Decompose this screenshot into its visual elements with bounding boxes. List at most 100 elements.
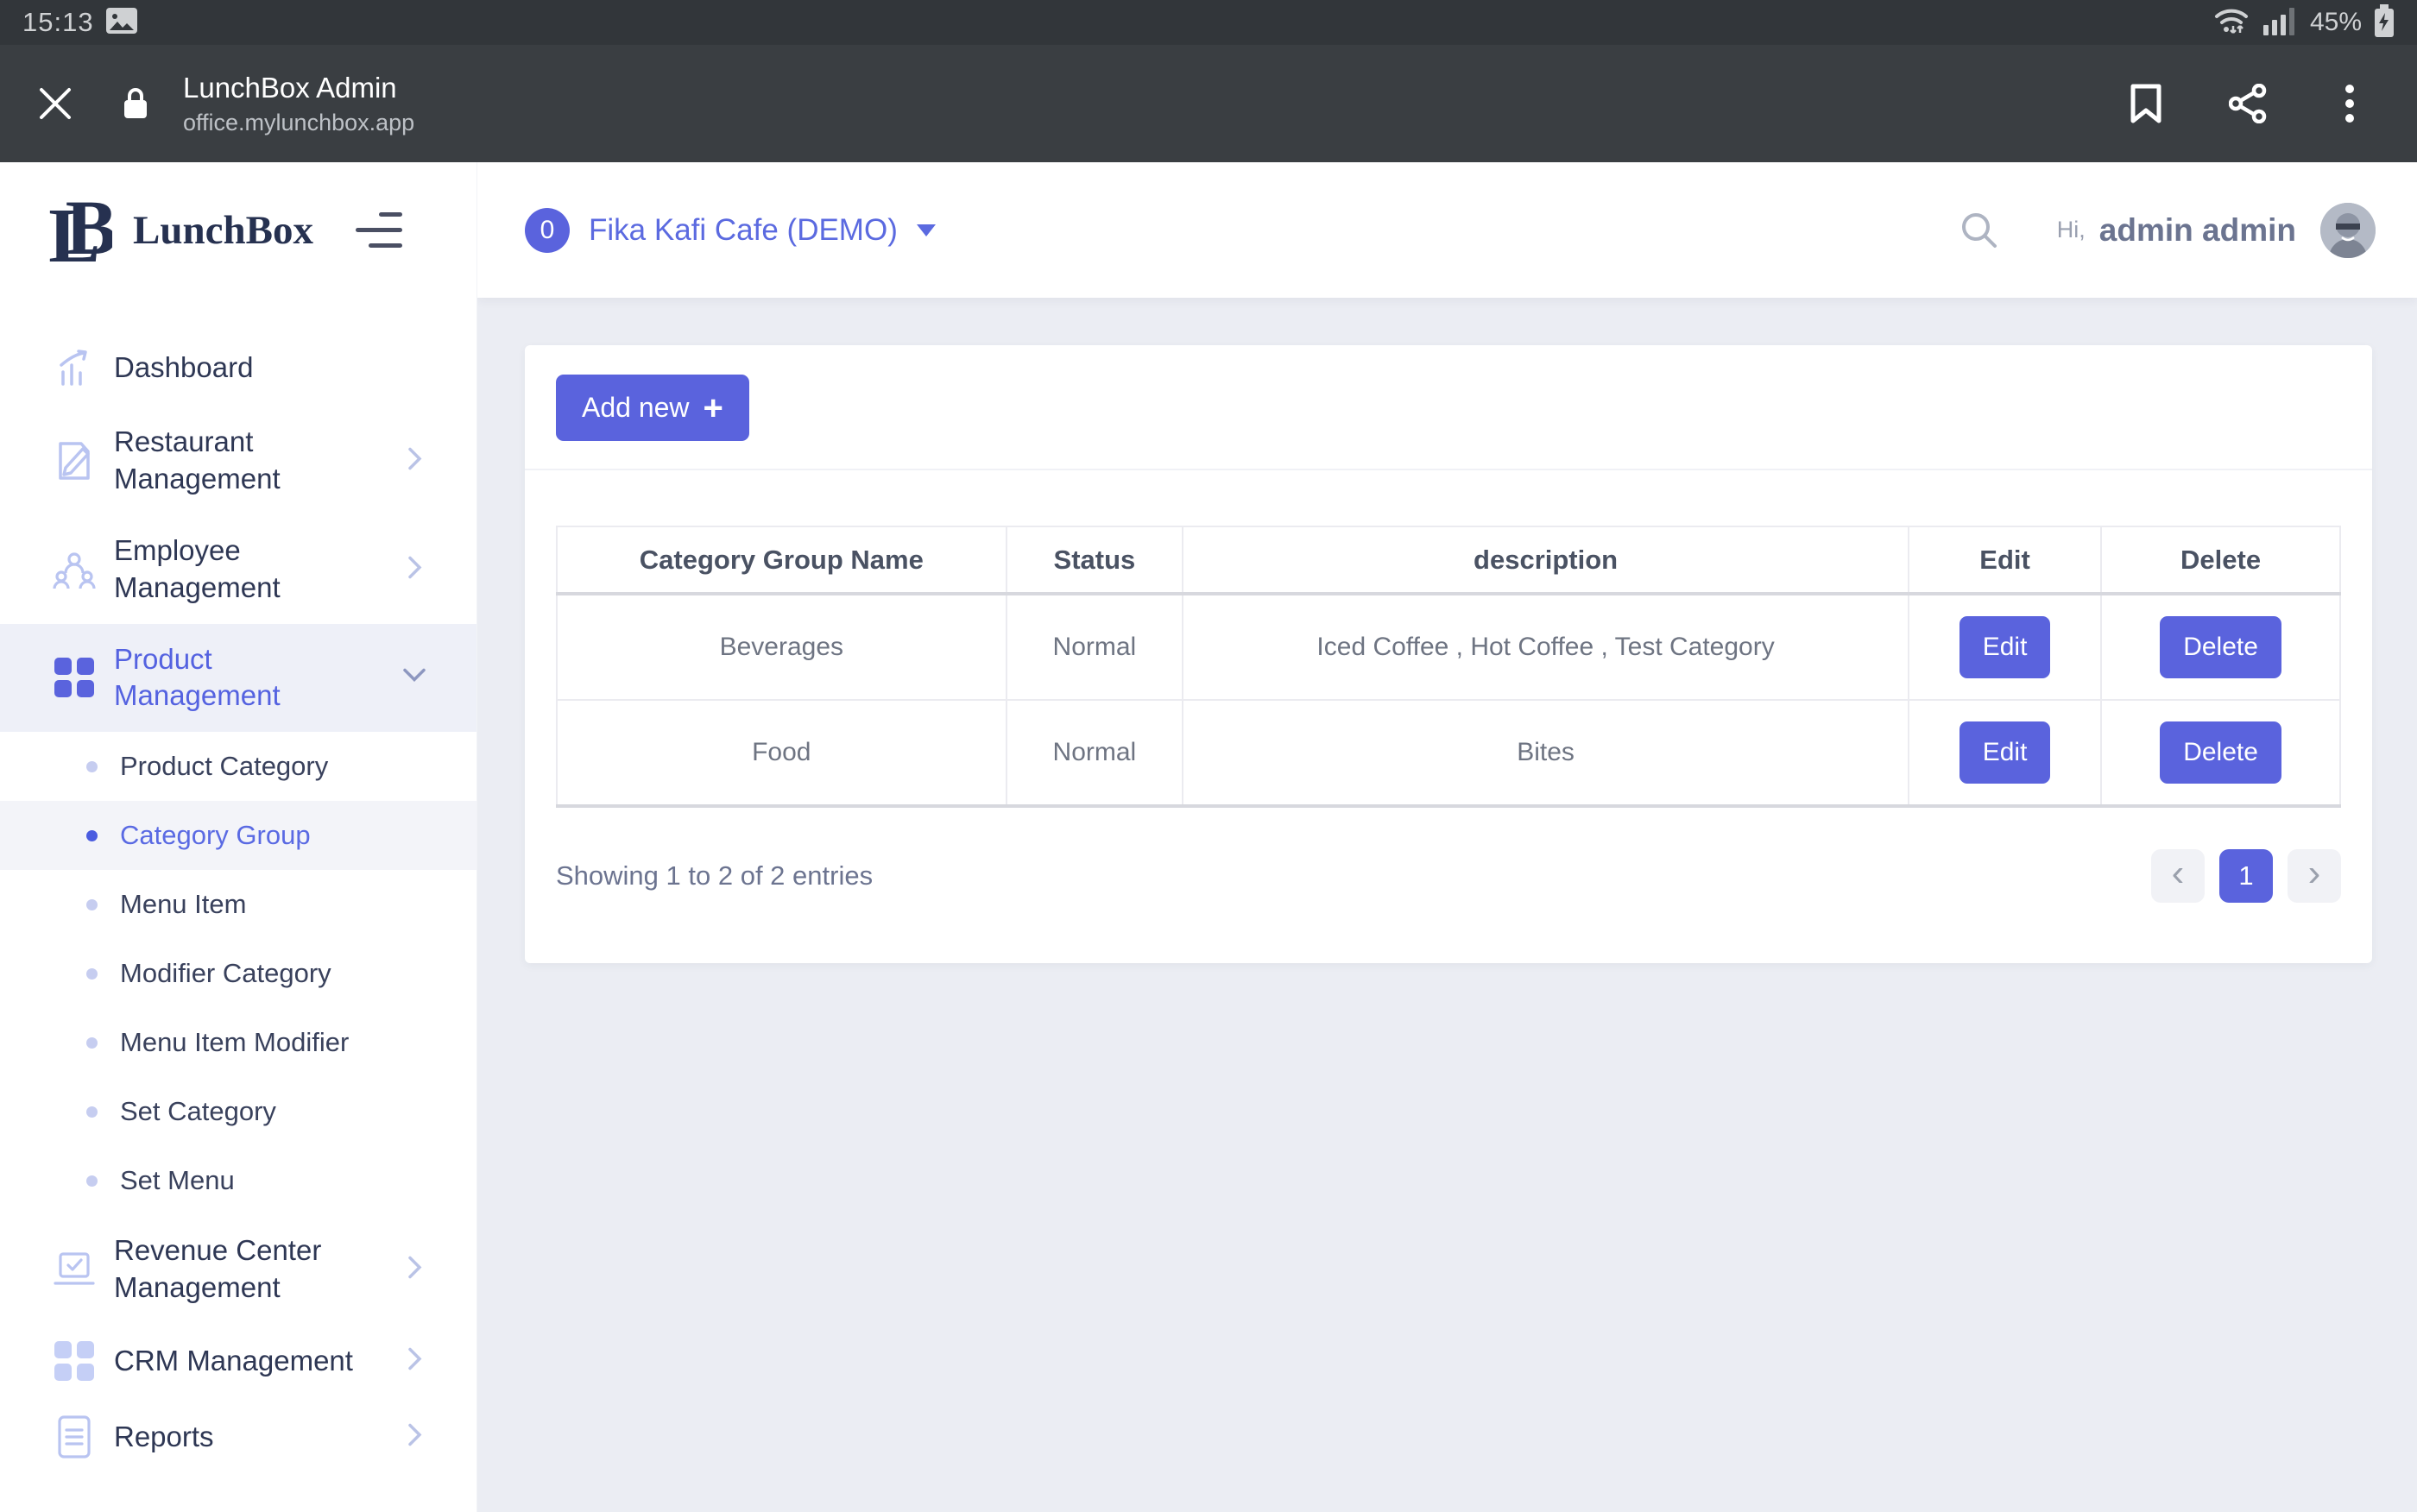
close-tab-button[interactable]	[31, 79, 79, 128]
wifi-icon	[2212, 5, 2251, 41]
restaurant-notes-icon	[52, 438, 97, 483]
sidebar-item-label: Employee Management	[114, 533, 281, 603]
pagination-prev-button[interactable]: ‹	[2151, 849, 2205, 903]
sidebar-item-dashboard[interactable]: Dashboard	[0, 329, 476, 406]
sidebar-item-label: Revenue Center Management	[114, 1234, 322, 1304]
sidebar-item-label: CRM Management	[114, 1344, 353, 1377]
plus-icon: +	[703, 388, 723, 427]
bullet-icon	[86, 760, 98, 772]
store-selector[interactable]: 0 Fika Kafi Cafe (DEMO)	[525, 207, 936, 253]
table-row: Food Normal Bites Edit Delete	[556, 699, 2341, 808]
cell-name: Food	[556, 699, 1007, 808]
cell-status: Normal	[1005, 699, 1184, 808]
column-header-description: description	[1182, 526, 1910, 595]
cellular-signal-icon	[2262, 6, 2298, 40]
divider	[525, 469, 2372, 470]
overflow-menu-button[interactable]	[2327, 81, 2372, 126]
cell-description: Bites	[1182, 699, 1910, 808]
sidebar: B L LunchBox Dashboard	[0, 162, 477, 1512]
sidebar-subitem-label: Modifier Category	[120, 958, 331, 989]
table-row: Beverages Normal Iced Coffee , Hot Coffe…	[556, 593, 2341, 701]
sidebar-item-label: Restaurant Management	[114, 425, 281, 495]
lock-icon[interactable]	[123, 87, 148, 120]
chevron-right-icon	[407, 1347, 423, 1376]
add-new-label: Add new	[582, 392, 690, 423]
page-identity: LunchBox Admin office.mylunchbox.app	[183, 72, 2124, 136]
pagination: ‹ 1 ›	[2151, 849, 2341, 903]
sidebar-subitem-set-category[interactable]: Set Category	[0, 1077, 476, 1146]
table-header-row: Category Group Name Status description E…	[556, 526, 2341, 595]
pagination-next-button[interactable]: ›	[2288, 849, 2341, 903]
chevron-right-icon	[407, 1256, 423, 1284]
caret-down-icon	[916, 224, 936, 236]
avatar[interactable]	[2320, 202, 2376, 258]
share-button[interactable]	[2225, 81, 2270, 126]
sidebar-subitem-label: Product Category	[120, 751, 329, 782]
column-header-delete: Delete	[2100, 526, 2341, 595]
column-header-status: Status	[1005, 526, 1184, 595]
sidebar-item-transaction[interactable]: Transaction &	[0, 1491, 476, 1512]
reports-doc-icon	[52, 1415, 97, 1458]
page-url: office.mylunchbox.app	[183, 109, 415, 135]
bullet-icon	[86, 967, 98, 980]
dashboard-chart-icon	[52, 346, 97, 389]
bookmark-button[interactable]	[2124, 81, 2168, 126]
bullet-icon	[86, 1175, 98, 1187]
sidebar-item-restaurant-management[interactable]: Restaurant Management	[0, 406, 476, 515]
product-grid-icon	[52, 658, 97, 698]
sidebar-item-crm-management[interactable]: CRM Management	[0, 1324, 476, 1398]
chevron-right-icon	[407, 555, 423, 583]
sidebar-subitem-label: Category Group	[120, 820, 311, 851]
sidebar-item-label: Product Management	[114, 642, 281, 712]
browser-toolbar: LunchBox Admin office.mylunchbox.app	[0, 45, 2417, 162]
user-name: admin admin	[2098, 211, 2296, 248]
delete-button[interactable]: Delete	[2160, 616, 2281, 678]
cell-delete: Delete	[2100, 593, 2341, 701]
lunchbox-logo-icon: B L	[48, 186, 117, 279]
search-button[interactable]	[1959, 210, 2000, 251]
sidebar-subitem-product-category[interactable]: Product Category	[0, 732, 476, 801]
cell-edit: Edit	[1908, 699, 2103, 808]
sidebar-toggle-button[interactable]	[356, 212, 402, 248]
delete-button[interactable]: Delete	[2160, 721, 2281, 784]
clock: 15:13	[22, 7, 94, 37]
sidebar-item-label: Transaction &	[114, 1509, 383, 1512]
page-title: LunchBox Admin	[183, 71, 397, 104]
brand-name: LunchBox	[133, 207, 313, 253]
android-status-bar: 15:13 45%	[0, 0, 2417, 45]
sidebar-item-product-management[interactable]: Product Management	[0, 623, 476, 733]
sidebar-subitem-menu-item[interactable]: Menu Item	[0, 870, 476, 939]
bullet-icon	[86, 1036, 98, 1049]
cell-description: Iced Coffee , Hot Coffee , Test Category	[1182, 593, 1910, 701]
add-new-button[interactable]: Add new +	[556, 375, 749, 441]
sidebar-subitem-menu-item-modifier[interactable]: Menu Item Modifier	[0, 1008, 476, 1077]
greeting-text: Hi,	[2056, 217, 2086, 243]
column-header-name: Category Group Name	[556, 526, 1007, 595]
revenue-laptop-icon	[52, 1249, 97, 1290]
sidebar-subitem-label: Set Menu	[120, 1165, 235, 1196]
chevron-right-icon	[407, 446, 423, 475]
sidebar-item-label: Reports	[114, 1420, 214, 1452]
sidebar-item-reports[interactable]: Reports	[0, 1398, 476, 1476]
sidebar-subitem-category-group[interactable]: Category Group	[0, 801, 476, 871]
category-group-card: Add new + Category Group Name Status des…	[525, 345, 2372, 963]
category-group-table: Category Group Name Status description E…	[556, 526, 2341, 808]
chevron-down-icon	[402, 668, 426, 688]
battery-charging-icon	[2374, 3, 2395, 41]
image-notification-icon	[105, 7, 137, 38]
sidebar-subitem-modifier-category[interactable]: Modifier Category	[0, 939, 476, 1008]
sidebar-subitem-set-menu[interactable]: Set Menu	[0, 1146, 476, 1215]
sidebar-item-employee-management[interactable]: Employee Management	[0, 515, 476, 624]
sidebar-item-revenue-center-management[interactable]: Revenue Center Management	[0, 1215, 476, 1324]
store-name: Fika Kafi Cafe (DEMO)	[589, 212, 898, 247]
sidebar-subitem-label: Menu Item	[120, 889, 247, 920]
pagination-page-1-button[interactable]: 1	[2219, 849, 2273, 903]
employees-icon	[52, 549, 97, 590]
bullet-icon	[86, 1106, 98, 1118]
edit-button[interactable]: Edit	[1959, 721, 2051, 784]
store-badge: 0	[525, 207, 570, 253]
edit-button[interactable]: Edit	[1959, 616, 2051, 678]
cell-status: Normal	[1005, 593, 1184, 701]
svg-text:L: L	[48, 193, 100, 269]
